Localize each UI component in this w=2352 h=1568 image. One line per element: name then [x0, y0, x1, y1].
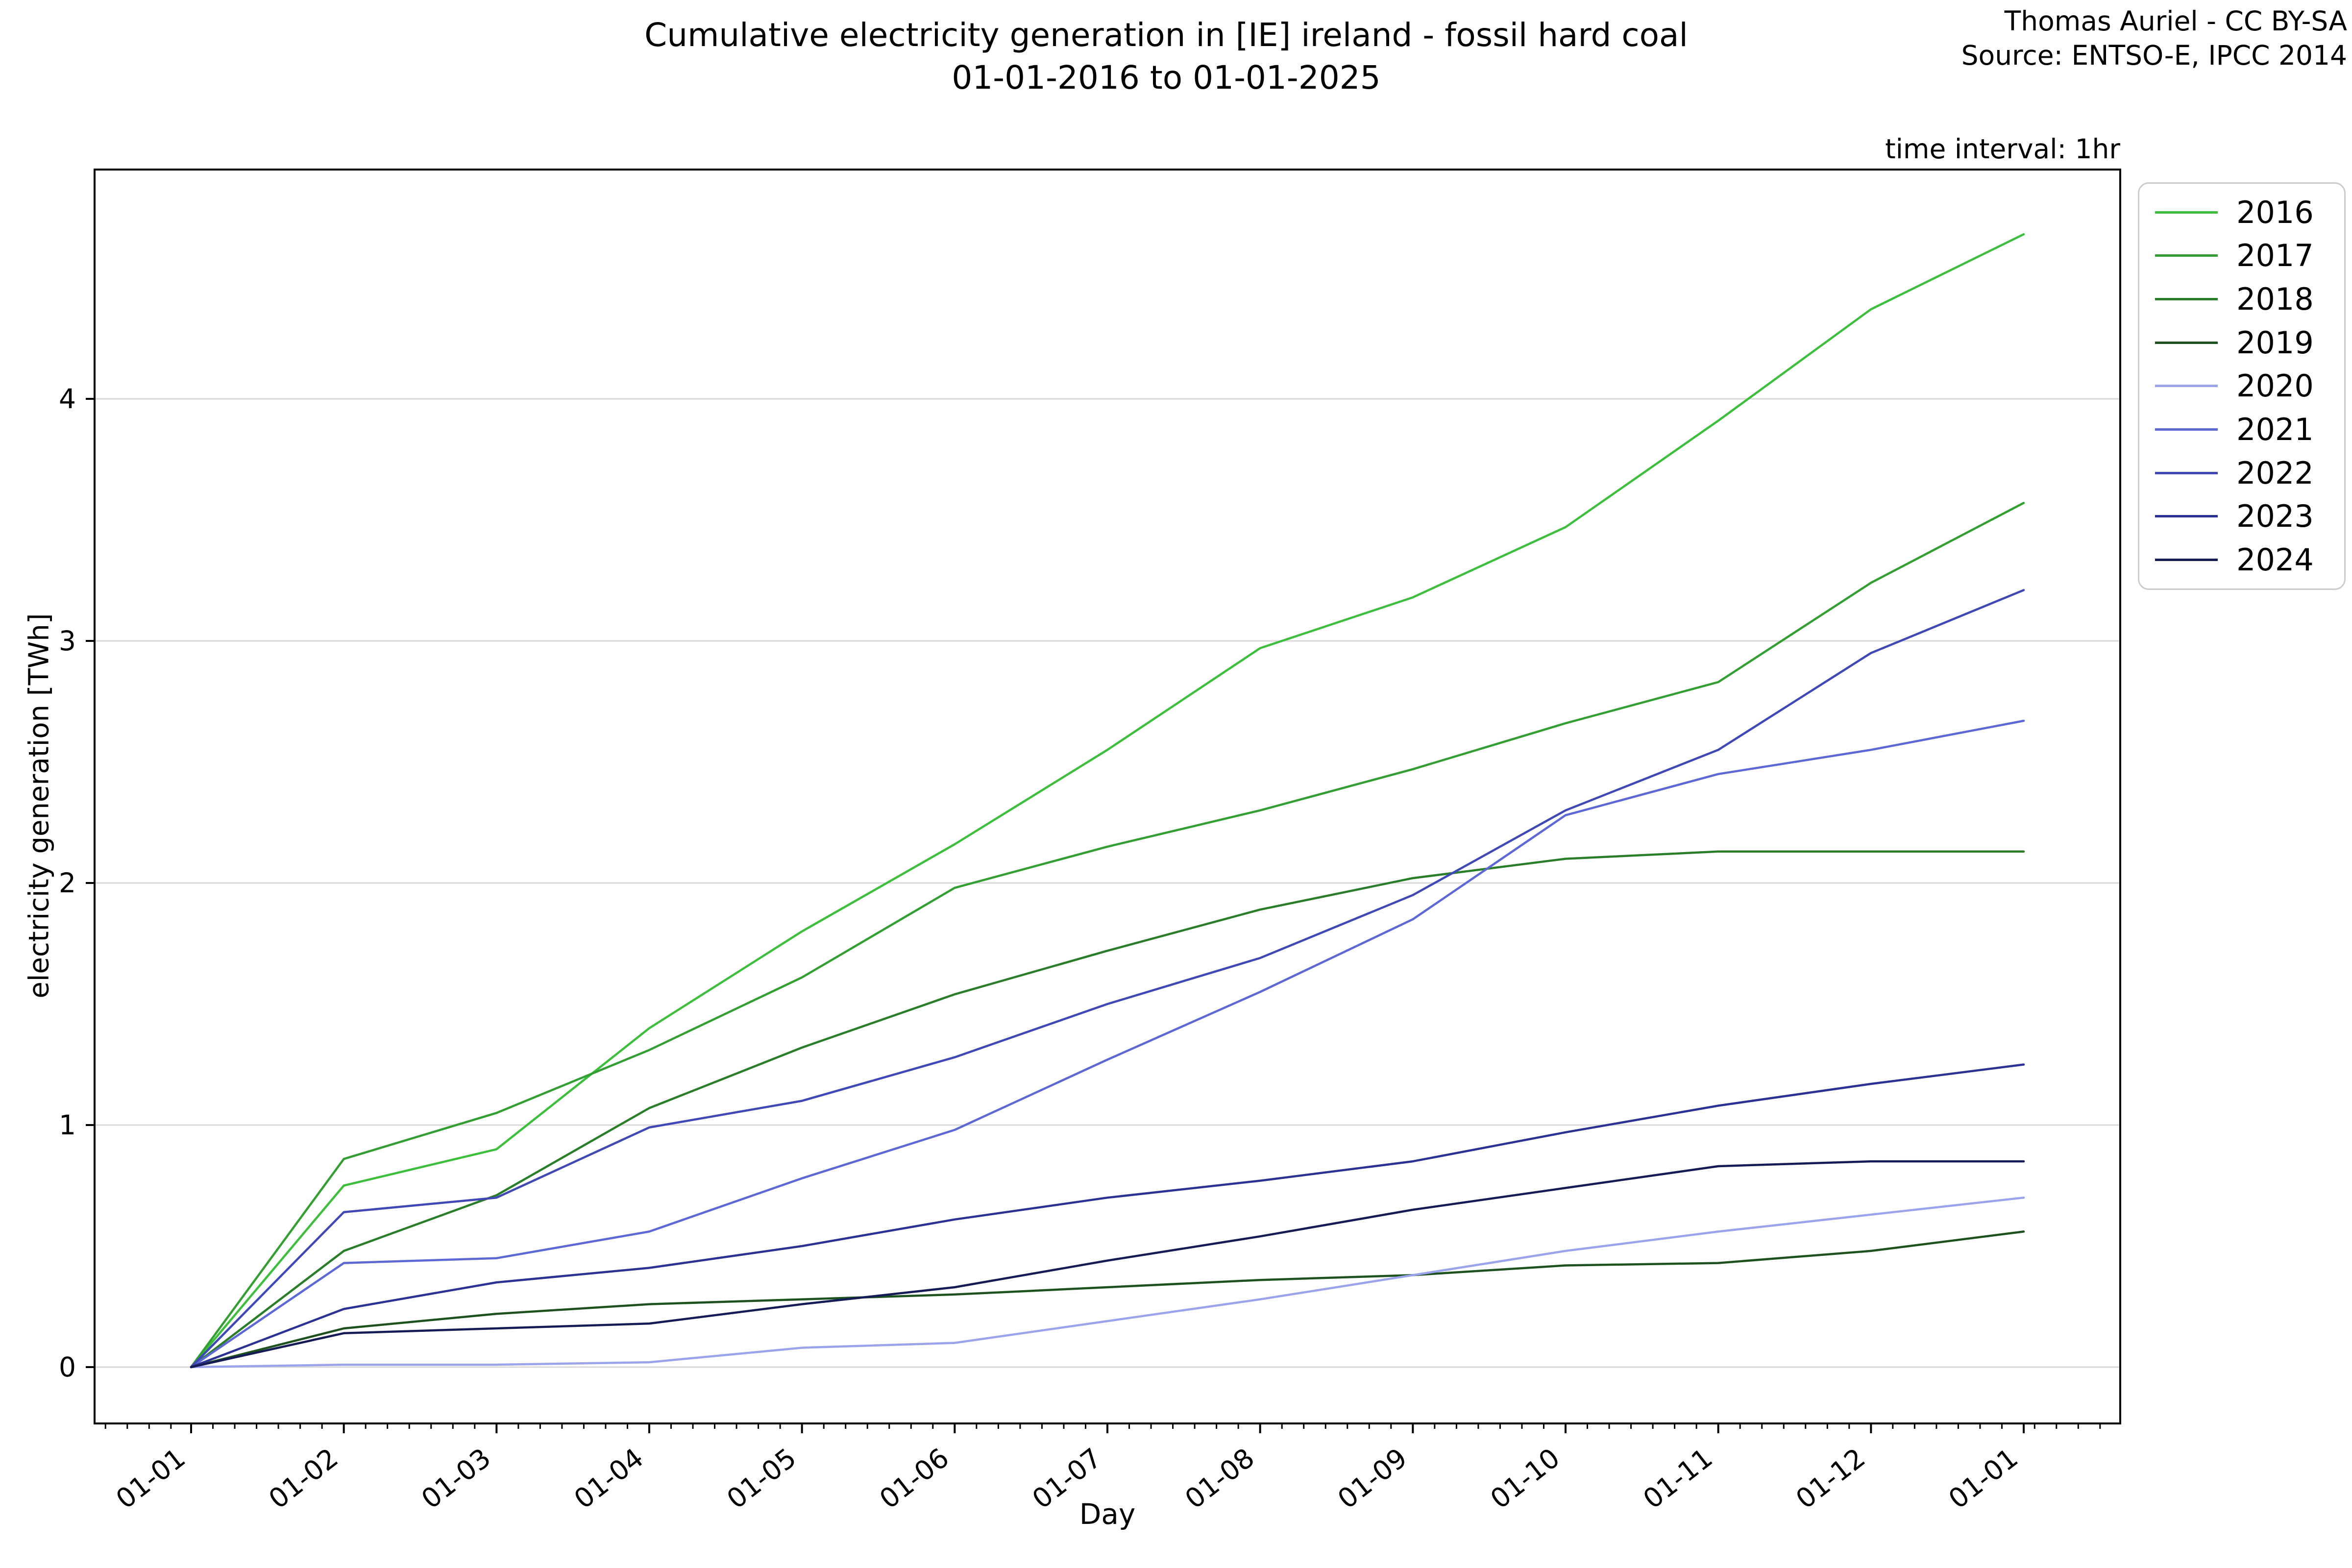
series-line-2019 [190, 1230, 2025, 1369]
x-tick-label: 01-03 [416, 1442, 496, 1515]
series-line-2018 [190, 850, 2025, 1369]
legend-label: 2021 [2236, 412, 2314, 448]
x-tick-label: 01-12 [1790, 1442, 1871, 1515]
legend-line-swatch [2155, 211, 2218, 214]
credit-block: Thomas Auriel - CC BY-SA Source: ENTSO-E… [1961, 4, 2347, 73]
time-interval-note: time interval: 1hr [1885, 133, 2120, 165]
series-line-2024 [190, 1160, 2025, 1369]
legend-line-swatch [2155, 471, 2218, 474]
legend-item-2017: 2017 [2144, 238, 2339, 273]
legend-line-swatch [2155, 559, 2218, 562]
y-tick-label: 3 [59, 625, 76, 657]
legend-line-swatch [2155, 298, 2218, 301]
x-tick-label: 01-01 [1943, 1442, 2024, 1515]
legend-item-2016: 2016 [2144, 195, 2339, 230]
legend-label: 2023 [2236, 498, 2314, 535]
chart-title: Cumulative electricity generation in [IE… [644, 16, 1688, 54]
y-tick-label: 2 [59, 867, 76, 899]
legend-label: 2017 [2236, 238, 2314, 274]
series-line-2021 [190, 719, 2025, 1369]
y-tick-label: 1 [59, 1109, 76, 1141]
data-source: Source: ENTSO-E, IPCC 2014 [1961, 40, 2347, 72]
series-line-2022 [190, 589, 2025, 1369]
legend-line-swatch [2155, 385, 2218, 388]
legend-item-2022: 2022 [2144, 455, 2339, 491]
series-line-2017 [190, 502, 2025, 1369]
legend-label: 2019 [2236, 324, 2314, 361]
legend-item-2023: 2023 [2144, 498, 2339, 534]
author-credit: Thomas Auriel - CC BY-SA [2004, 5, 2347, 37]
x-axis-label: Day [1079, 1497, 1136, 1531]
legend-line-swatch [2155, 428, 2218, 431]
x-tick-label: 01-02 [263, 1442, 343, 1515]
legend-label: 2016 [2236, 194, 2314, 230]
series-line-2023 [190, 1063, 2025, 1369]
chart-subtitle: 01-01-2016 to 01-01-2025 [952, 59, 1381, 97]
legend-label: 2020 [2236, 368, 2314, 404]
legend-label: 2024 [2236, 542, 2314, 578]
legend-item-2018: 2018 [2144, 281, 2339, 317]
y-tick-label: 0 [59, 1351, 76, 1383]
chart-title-block: Cumulative electricity generation in [IE… [0, 14, 2332, 99]
legend-item-2020: 2020 [2144, 368, 2339, 404]
legend-line-swatch [2155, 254, 2218, 257]
x-tick-label: 01-01 [110, 1442, 191, 1515]
series-line-2016 [190, 233, 2025, 1369]
legend-line-swatch [2155, 515, 2218, 518]
legend-line-swatch [2155, 341, 2218, 344]
legend-item-2024: 2024 [2144, 542, 2339, 578]
legend: 2016 2017 2018 2019 2020 2021 2022 2023 2024 [2138, 182, 2346, 590]
legend-item-2021: 2021 [2144, 412, 2339, 447]
legend-label: 2018 [2236, 281, 2314, 318]
y-tick-label: 4 [59, 383, 76, 415]
plot-border [94, 169, 2121, 1424]
series-line-2020 [190, 1196, 2025, 1369]
legend-item-2019: 2019 [2144, 325, 2339, 361]
legend-label: 2022 [2236, 455, 2314, 491]
